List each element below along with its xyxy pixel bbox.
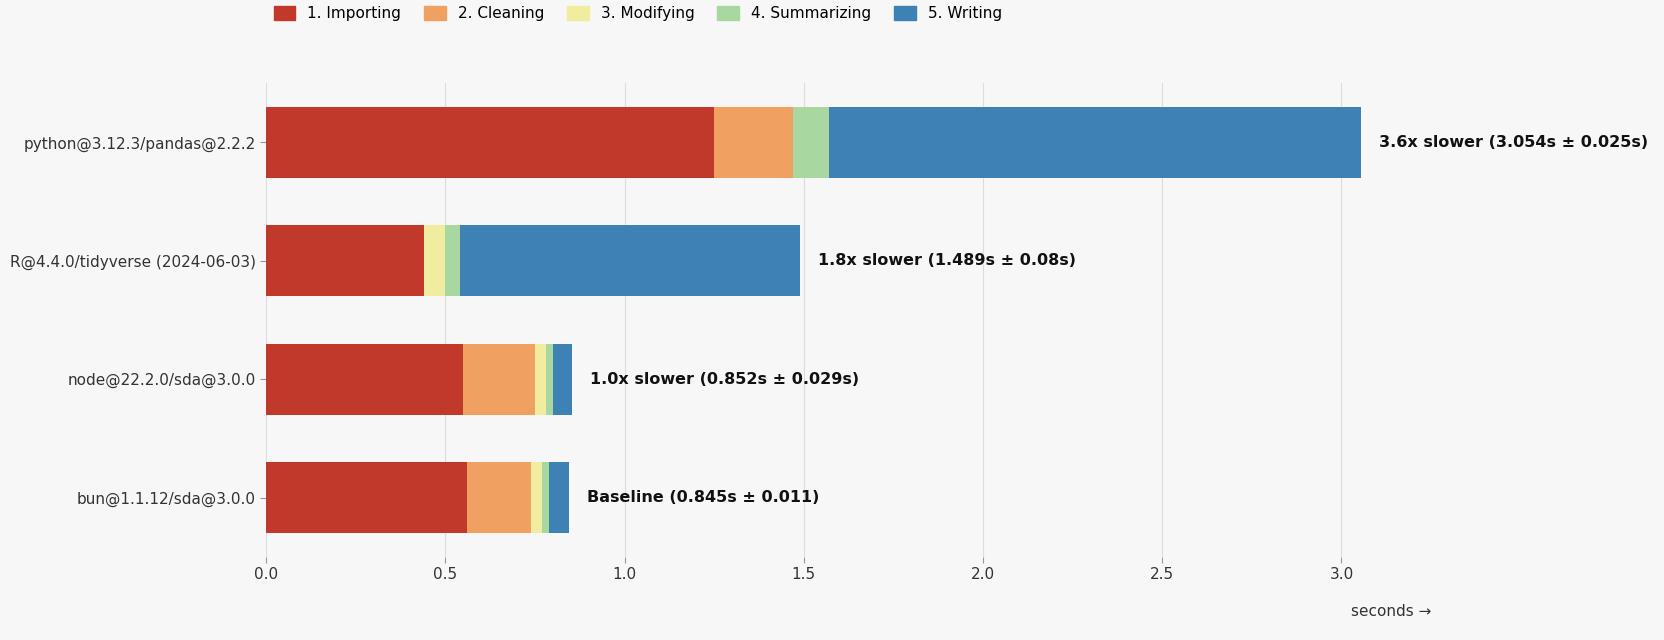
Bar <box>536 344 546 415</box>
Text: Baseline (0.845s ± 0.011): Baseline (0.845s ± 0.011) <box>587 490 819 505</box>
Bar <box>549 462 569 533</box>
Text: seconds →: seconds → <box>1351 604 1431 619</box>
Bar <box>424 225 446 296</box>
Bar <box>266 344 463 415</box>
Bar <box>552 344 572 415</box>
Bar <box>446 225 459 296</box>
Bar <box>266 225 424 296</box>
Bar <box>714 107 794 178</box>
Legend: 1. Importing, 2. Cleaning, 3. Modifying, 4. Summarizing, 5. Writing: 1. Importing, 2. Cleaning, 3. Modifying,… <box>275 6 1002 21</box>
Bar <box>468 462 531 533</box>
Bar <box>459 225 800 296</box>
Bar <box>829 107 1361 178</box>
Bar <box>266 462 468 533</box>
Text: 1.0x slower (0.852s ± 0.029s): 1.0x slower (0.852s ± 0.029s) <box>589 372 859 387</box>
Bar <box>463 344 536 415</box>
Bar <box>546 344 552 415</box>
Bar <box>542 462 549 533</box>
Bar <box>266 107 714 178</box>
Bar <box>531 462 542 533</box>
Text: 1.8x slower (1.489s ± 0.08s): 1.8x slower (1.489s ± 0.08s) <box>817 253 1077 268</box>
Text: 3.6x slower (3.054s ± 0.025s): 3.6x slower (3.054s ± 0.025s) <box>1379 135 1647 150</box>
Bar <box>794 107 829 178</box>
